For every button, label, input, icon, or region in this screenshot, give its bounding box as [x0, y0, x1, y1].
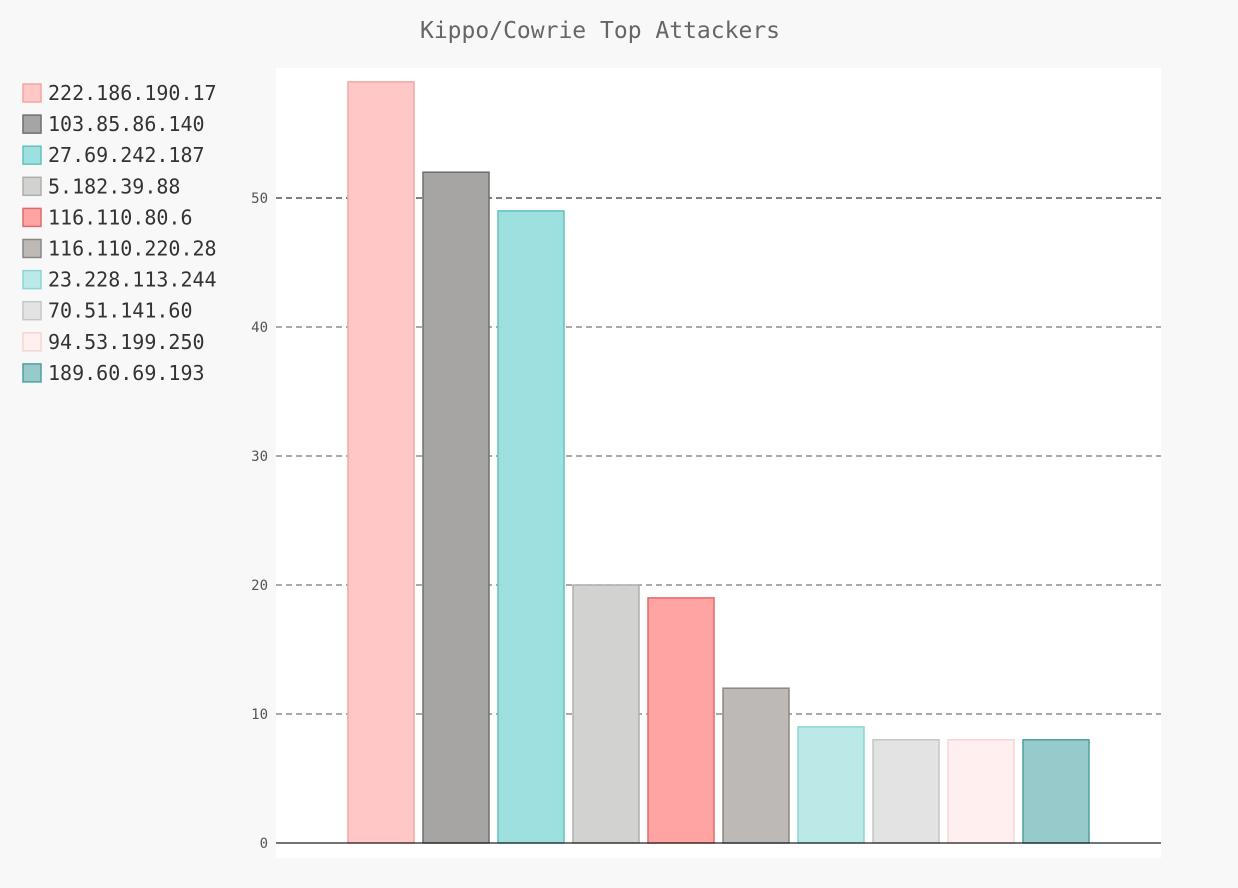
legend-label[interactable]: 222.186.190.17 — [48, 81, 217, 105]
y-axis-ticks: 0 10 20 30 40 50 — [251, 191, 268, 852]
bar-27.69.242.187[interactable] — [497, 210, 565, 844]
bars — [347, 81, 1090, 844]
legend-swatch-116.110.80.6[interactable] — [22, 207, 42, 228]
legend: 222.186.190.17 103.85.86.140 27.69.242.187… — [22, 81, 217, 385]
bar-70.51.141.60[interactable] — [872, 739, 940, 844]
legend-swatch-70.51.141.60[interactable] — [22, 300, 42, 321]
y-tick-label: 20 — [251, 578, 268, 594]
bar-94.53.199.250[interactable] — [947, 739, 1015, 844]
gridlines — [276, 197, 1161, 715]
y-tick-label: 50 — [251, 191, 268, 207]
chart-title: Kippo/Cowrie Top Attackers — [420, 18, 780, 44]
legend-label[interactable]: 103.85.86.140 — [48, 112, 205, 136]
y-tick-label: 10 — [251, 707, 268, 723]
y-tick-label: 0 — [260, 836, 268, 852]
y-tick-label: 30 — [251, 449, 268, 465]
legend-label[interactable]: 189.60.69.193 — [48, 361, 205, 385]
legend-label[interactable]: 94.53.199.250 — [48, 330, 205, 354]
legend-swatch-94.53.199.250[interactable] — [22, 332, 42, 352]
bar-222.186.190.17[interactable] — [347, 81, 415, 844]
legend-swatch-103.85.86.140[interactable] — [22, 114, 42, 134]
y-tick-label: 40 — [251, 320, 268, 336]
legend-label[interactable]: 23.228.113.244 — [48, 268, 217, 292]
legend-swatch-116.110.220.28[interactable] — [22, 238, 42, 259]
bar-116.110.80.6[interactable] — [647, 597, 715, 844]
legend-label[interactable]: 5.182.39.88 — [48, 174, 180, 198]
legend-swatch-27.69.242.187[interactable] — [22, 145, 42, 165]
legend-label[interactable]: 27.69.242.187 — [48, 143, 205, 167]
bar-189.60.69.193[interactable] — [1022, 739, 1090, 844]
bar-5.182.39.88[interactable] — [572, 584, 640, 844]
legend-swatch-189.60.69.193[interactable] — [22, 363, 42, 383]
legend-label[interactable]: 116.110.220.28 — [48, 237, 217, 261]
legend-swatch-222.186.190.17[interactable] — [22, 83, 42, 103]
bar-116.110.220.28[interactable] — [722, 687, 790, 844]
bar-103.85.86.140[interactable] — [422, 171, 490, 844]
legend-swatch-23.228.113.244[interactable] — [22, 269, 42, 290]
legend-swatch-5.182.39.88[interactable] — [22, 176, 42, 197]
legend-label[interactable]: 70.51.141.60 — [48, 299, 193, 323]
bar-23.228.113.244[interactable] — [797, 726, 865, 844]
legend-label[interactable]: 116.110.80.6 — [48, 205, 193, 229]
